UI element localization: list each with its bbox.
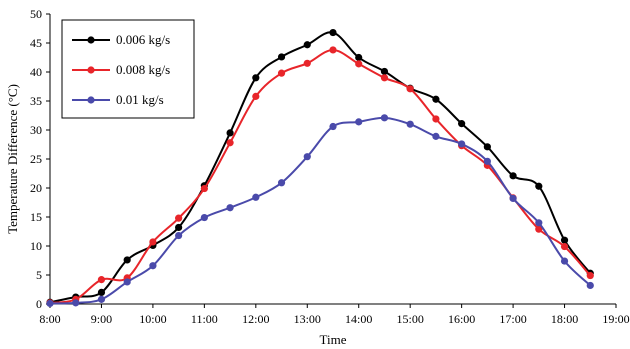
data-point	[200, 184, 208, 193]
data-point	[277, 69, 286, 77]
series-line	[49, 31, 592, 304]
data-point	[406, 85, 414, 93]
series-layer	[46, 28, 594, 308]
series-line	[49, 116, 591, 305]
legend: 0.006 kg/s 0.008 kg/s 0.01 kg/s	[61, 19, 195, 119]
data-point	[586, 271, 594, 280]
data-point	[252, 92, 260, 100]
data-point	[406, 120, 414, 128]
x-tick-label: 9:00	[91, 312, 112, 326]
legend-label: 0.008 kg/s	[116, 62, 170, 77]
series-1	[46, 28, 594, 306]
y-tick-label: 50	[30, 7, 42, 21]
data-point	[355, 53, 363, 62]
data-point	[355, 60, 363, 68]
data-point	[303, 41, 311, 49]
x-tick-label: 10:00	[139, 312, 166, 326]
data-point	[175, 223, 183, 232]
data-point	[149, 262, 157, 270]
legend-swatch-marker	[87, 96, 95, 104]
data-point	[560, 242, 569, 251]
data-point	[535, 225, 543, 233]
data-point	[277, 179, 286, 187]
data-point	[509, 194, 517, 203]
data-point	[458, 120, 466, 128]
x-tick-label: 11:00	[191, 312, 218, 326]
legend-label: 0.01 kg/s	[116, 92, 164, 107]
data-point	[560, 257, 569, 265]
y-tick-label: 10	[30, 239, 42, 253]
y-tick-label: 20	[30, 181, 42, 195]
data-point	[586, 281, 594, 290]
data-point	[535, 219, 543, 227]
x-tick-label: 17:00	[499, 312, 526, 326]
data-point	[560, 236, 569, 244]
data-point	[303, 153, 311, 161]
x-tick-label: 13:00	[294, 312, 321, 326]
data-point	[200, 213, 208, 222]
y-axis-title: Temperature Difference (°C)	[5, 84, 20, 234]
data-point	[252, 193, 260, 201]
data-point	[226, 204, 234, 212]
data-point	[97, 295, 106, 303]
y-tick-label: 45	[30, 36, 42, 50]
data-point	[432, 95, 440, 103]
legend-swatch-marker	[87, 66, 95, 74]
x-tick-label: 15:00	[397, 312, 424, 326]
y-tick-label: 5	[36, 268, 42, 282]
legend-label: 0.006 kg/s	[116, 32, 170, 47]
data-point	[123, 278, 131, 286]
series-3	[46, 114, 594, 308]
data-point	[432, 132, 440, 140]
data-point	[380, 67, 389, 76]
data-point	[252, 74, 260, 82]
data-point	[149, 238, 157, 246]
data-point	[123, 256, 131, 264]
legend-swatch-marker	[87, 36, 95, 44]
data-point	[380, 114, 389, 122]
data-point	[355, 118, 363, 126]
data-point	[97, 288, 106, 296]
x-tick-label: 12:00	[242, 312, 269, 326]
data-point	[303, 59, 311, 67]
y-tick-label: 25	[30, 152, 42, 166]
data-point	[535, 182, 543, 190]
data-point	[483, 157, 491, 165]
data-point	[277, 53, 286, 61]
x-tick-label: 19:00	[602, 312, 629, 326]
x-tick-label: 8:00	[39, 312, 60, 326]
x-tick-label: 14:00	[345, 312, 372, 326]
data-point	[329, 46, 337, 54]
data-point	[46, 299, 54, 308]
data-point	[329, 122, 337, 131]
y-tick-label: 0	[36, 297, 42, 311]
data-point	[175, 231, 183, 240]
x-tick-label: 18:00	[551, 312, 578, 326]
data-point	[432, 115, 440, 123]
axes: 0 5 10 15 20 25 30 35 40 45 50 8:00 9:00 10:00 11:00 12…	[30, 7, 630, 326]
x-axis-title: Time	[320, 332, 347, 347]
data-point	[97, 276, 106, 284]
y-tick-label: 30	[30, 123, 42, 137]
data-point	[226, 139, 234, 147]
data-point	[458, 140, 466, 148]
data-point	[175, 214, 183, 222]
data-point	[483, 143, 491, 151]
data-point	[72, 299, 80, 307]
y-tick-label: 15	[30, 210, 42, 224]
y-tick-label: 40	[30, 65, 42, 79]
data-point	[380, 74, 389, 82]
data-point	[329, 28, 337, 37]
x-tick-label: 16:00	[448, 312, 475, 326]
data-point	[226, 129, 234, 137]
y-tick-label: 35	[30, 94, 42, 108]
data-point	[509, 172, 517, 180]
